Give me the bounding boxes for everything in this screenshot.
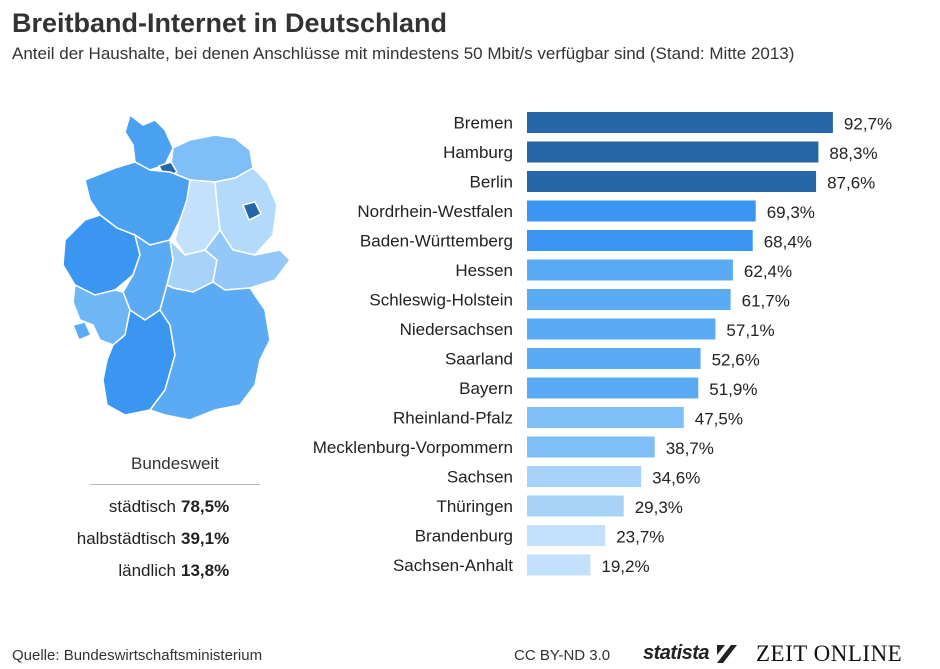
bar-thueringen [527, 495, 624, 517]
value-label-nordrhein-westfalen: 69,3% [767, 203, 815, 222]
national-row-label: ländlich [118, 561, 176, 580]
category-label-schleswig-holstein: Schleswig-Holstein [369, 291, 513, 310]
category-label-brandenburg: Brandenburg [415, 527, 513, 546]
category-label-saarland: Saarland [445, 350, 513, 369]
category-label-thueringen: Thüringen [436, 497, 513, 516]
bar-sachsen-anhalt [527, 554, 591, 576]
value-label-schleswig-holstein: 61,7% [742, 292, 790, 311]
map-region-sachsen [203, 228, 291, 291]
bar-baden-wuerttemberg [527, 230, 753, 251]
bar-brandenburg [527, 525, 606, 546]
value-label-hamburg: 88,3% [829, 144, 877, 163]
bar-bayern [527, 377, 699, 399]
value-label-hessen: 62,4% [744, 262, 792, 281]
category-label-hamburg: Hamburg [443, 143, 513, 162]
value-label-berlin: 87,6% [827, 174, 875, 193]
bar-saarland [527, 348, 701, 369]
map-region-bayern [148, 281, 271, 421]
category-label-berlin: Berlin [470, 173, 513, 192]
bar-nordrhein-westfalen [527, 200, 756, 222]
germany-map [62, 113, 291, 421]
bar-hamburg [527, 141, 819, 163]
bar-berlin [527, 171, 817, 192]
value-label-bremen: 92,7% [844, 115, 892, 134]
bar-mecklenburg-vorpommern [527, 436, 655, 458]
chart-title: Breitband-Internet in Deutschland [12, 8, 448, 38]
category-label-rheinland-pfalz: Rheinland-Pfalz [393, 409, 513, 428]
map-region-berlin [241, 201, 263, 222]
map-region-schleswig-holstein [124, 113, 174, 171]
category-label-bayern: Bayern [459, 379, 513, 398]
bar-rheinland-pfalz [527, 407, 684, 428]
national-row-value: 39,1% [181, 529, 230, 548]
category-label-sachsen-anhalt: Sachsen-Anhalt [393, 556, 513, 575]
bar-bremen [527, 112, 833, 133]
value-label-bayern: 51,9% [709, 380, 757, 399]
value-label-sachsen-anhalt: 19,2% [601, 557, 649, 576]
category-label-mecklenburg-vorpommern: Mecklenburg-Vorpommern [313, 438, 513, 457]
map-region-saarland [71, 321, 93, 341]
bar-schleswig-holstein [527, 289, 731, 310]
value-label-saarland: 52,6% [712, 351, 760, 370]
category-label-hessen: Hessen [455, 261, 513, 280]
value-label-brandenburg: 23,7% [616, 528, 664, 547]
value-label-rheinland-pfalz: 47,5% [695, 410, 743, 429]
value-label-thueringen: 29,3% [635, 498, 683, 517]
national-title: Bundesweit [90, 454, 260, 485]
category-label-baden-wuerttemberg: Baden-Württemberg [360, 232, 513, 251]
value-label-mecklenburg-vorpommern: 38,7% [666, 439, 714, 458]
source-note: Quelle: Bundeswirtschaftsministerium [12, 647, 263, 664]
bar-sachsen [527, 466, 642, 487]
category-label-bremen: Bremen [453, 114, 513, 133]
license-note: CC BY-ND 3.0 [514, 647, 611, 664]
bar-chart: Bremen 92,7% Hamburg 88,3% Berlin 87,6% Nordrh… [313, 112, 892, 576]
statista-logo-icon [717, 645, 737, 663]
category-label-nordrhein-westfalen: Nordrhein-Westfalen [357, 202, 513, 221]
bar-niedersachsen [527, 318, 716, 340]
category-label-niedersachsen: Niedersachsen [400, 320, 513, 339]
national-row-label: halbstädtisch [76, 529, 176, 548]
national-row-value: 78,5% [181, 497, 230, 516]
national-row-label: städtisch [108, 497, 176, 516]
value-label-niedersachsen: 57,1% [726, 321, 774, 340]
national-row-value: 13,8% [181, 561, 230, 580]
zeit-online-logo: ZEIT ONLINE [756, 641, 903, 666]
category-label-sachsen: Sachsen [447, 468, 513, 487]
bar-hessen [527, 259, 733, 281]
chart-subtitle: Anteil der Haushalte, bei denen Anschlüs… [12, 44, 795, 63]
value-label-baden-wuerttemberg: 68,4% [764, 233, 812, 252]
statista-logo: statista [643, 642, 710, 664]
value-label-sachsen: 34,6% [652, 469, 700, 488]
